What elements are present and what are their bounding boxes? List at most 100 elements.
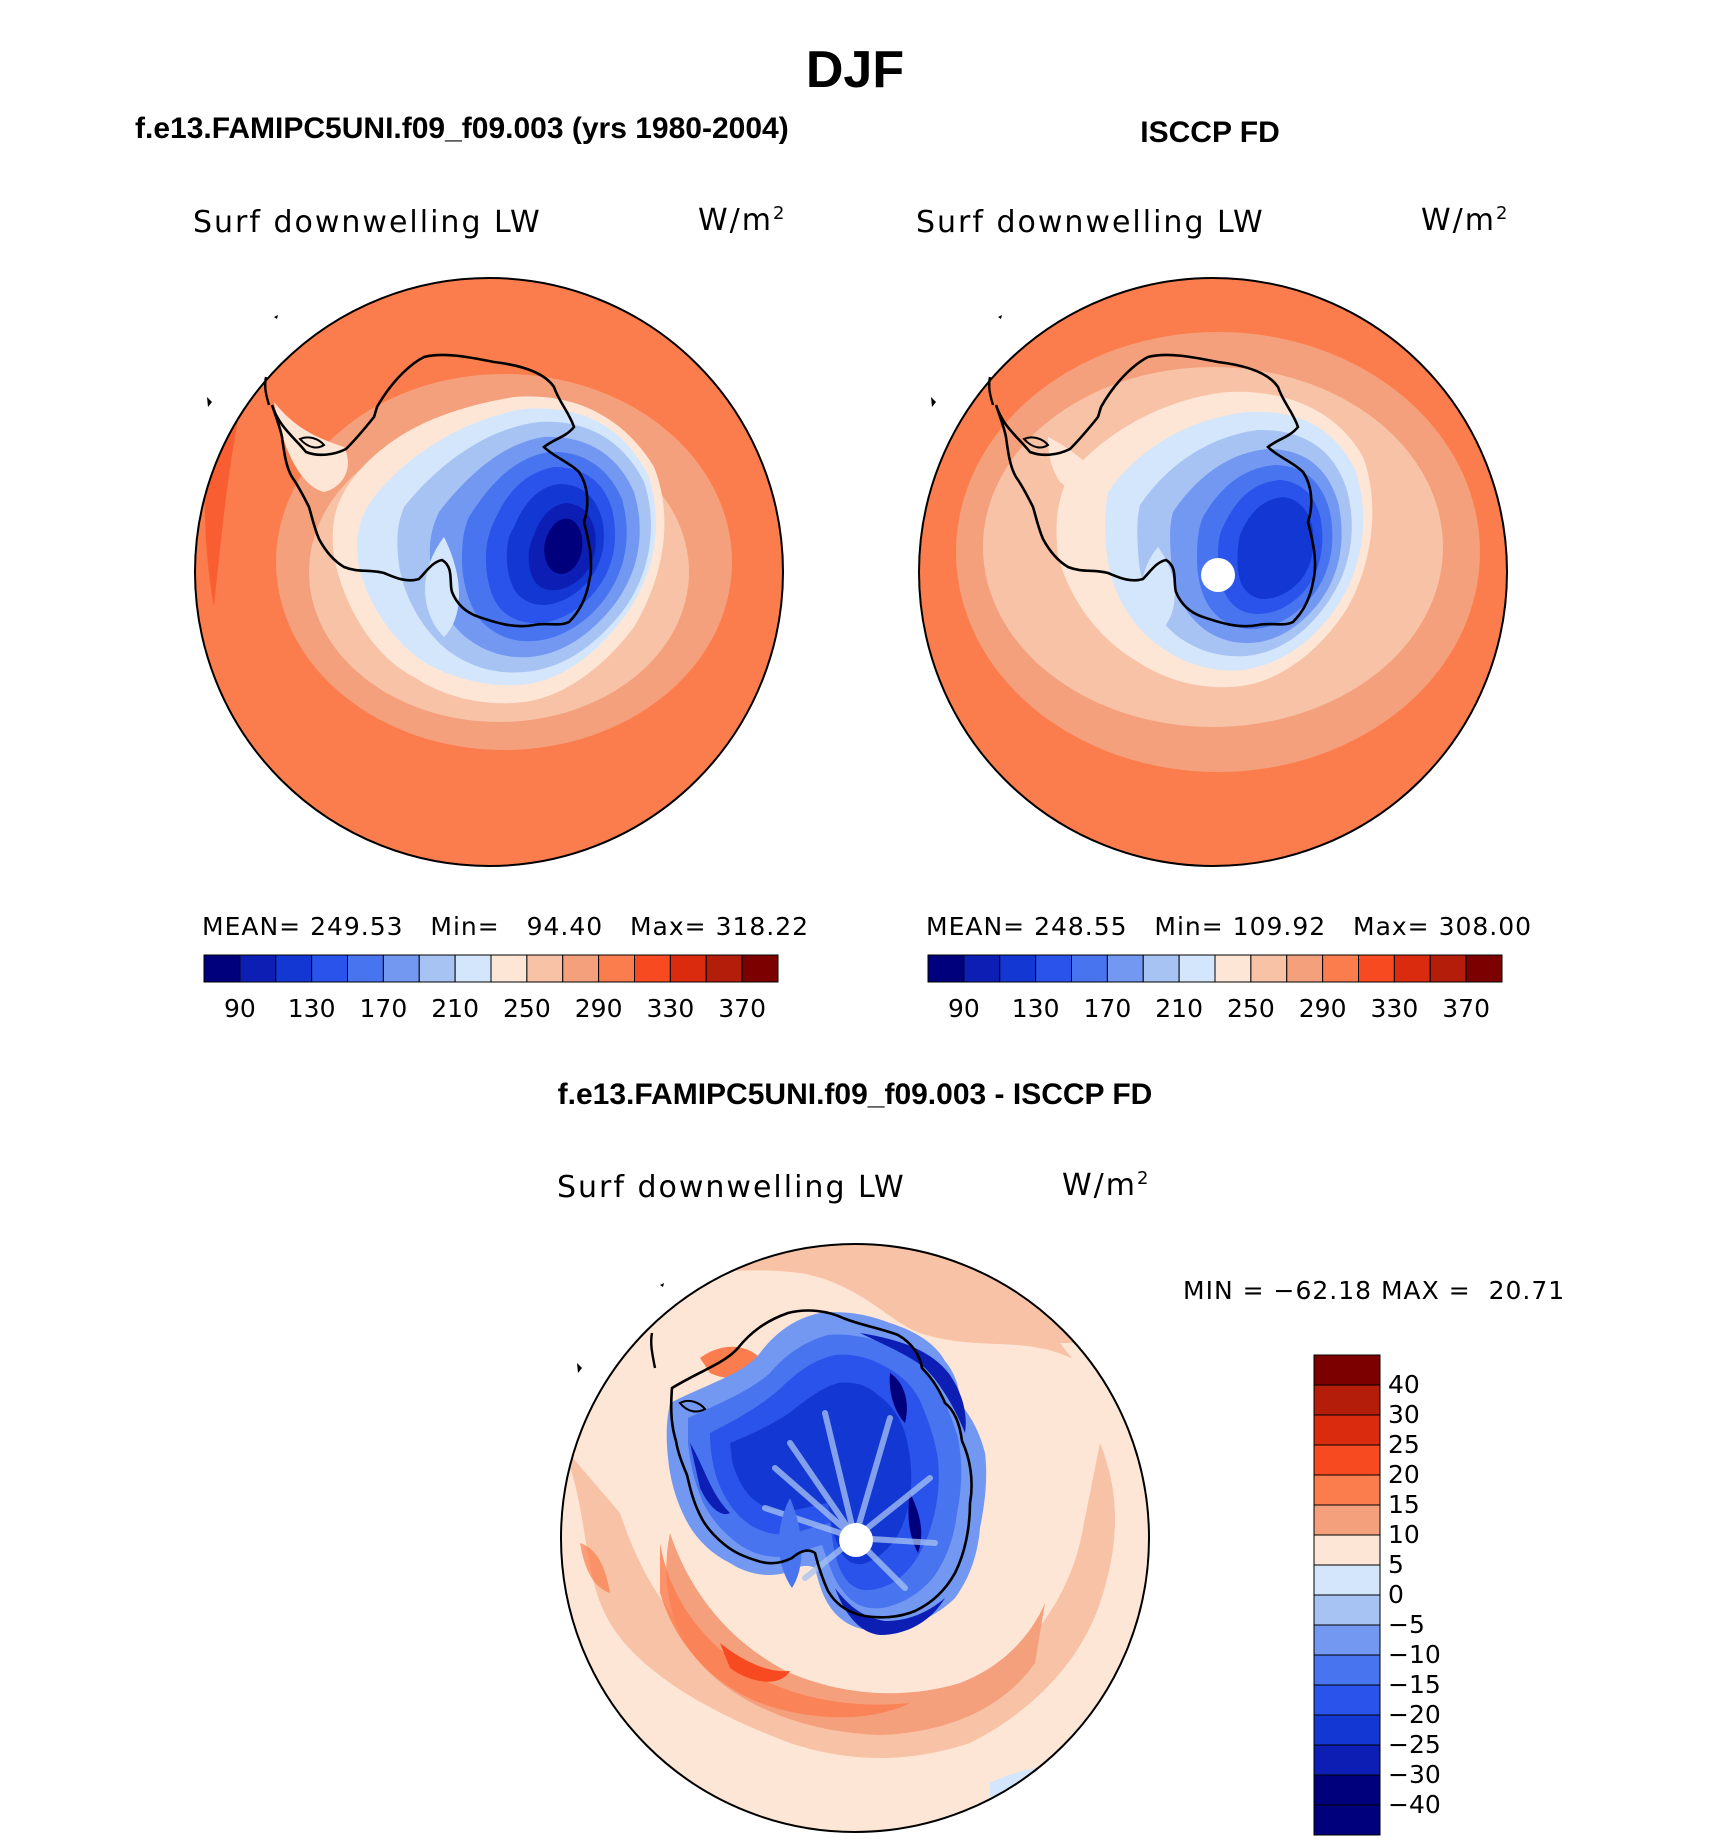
colorbar-tick-label: 130 [1011, 994, 1060, 1023]
colorbar-swatch [1313, 1474, 1381, 1506]
colorbar-tick-label: 30 [1388, 1400, 1420, 1429]
colorbar-tick-label: −40 [1388, 1790, 1441, 1819]
diff-units-label: W/m2 [1062, 1168, 1151, 1203]
colorbar-swatch [418, 954, 456, 983]
colorbar-swatch [1313, 1744, 1381, 1776]
colorbar-tick-label: −15 [1388, 1670, 1441, 1699]
colorbar-tick-label: −25 [1388, 1730, 1441, 1759]
colorbar-tick-label: 210 [431, 994, 479, 1023]
colorbar-swatch [963, 954, 1001, 983]
colorbar-swatch [1178, 954, 1216, 983]
model-variable-label: Surf downwelling LW [193, 205, 542, 240]
colorbar-swatch [1393, 954, 1431, 983]
diff-colorbar [1313, 1354, 1381, 1836]
colorbar-swatch [927, 954, 965, 983]
obs-colorbar-ticks: 90 130 170 210 250 290 330 370 [928, 994, 1502, 1024]
colorbar-swatch [454, 954, 492, 983]
colorbar-tick-label: 330 [646, 994, 695, 1023]
colorbar-swatch [705, 954, 743, 983]
colorbar-tick-label: −10 [1388, 1640, 1441, 1669]
diff-pole-hole [839, 1523, 873, 1557]
obs-pole-hole [1201, 558, 1235, 592]
colorbar-swatch [1250, 954, 1288, 983]
obs-panel-title: ISCCP FD [1140, 116, 1280, 149]
colorbar-swatch [598, 954, 635, 983]
colorbar-tick-label: 20 [1388, 1460, 1420, 1489]
colorbar-tick-label: 370 [1442, 994, 1490, 1023]
colorbar-swatch [1313, 1624, 1381, 1656]
colorbar-tick-label: 15 [1388, 1490, 1420, 1519]
colorbar-swatch [1313, 1444, 1381, 1476]
colorbar-swatch [1106, 954, 1144, 983]
colorbar-swatch [239, 954, 277, 983]
model-colorbar-ticks: 90 130 170 210 250 290 330 370 [204, 994, 778, 1024]
colorbar-swatch [1313, 1534, 1381, 1566]
colorbar-tick-label: 90 [223, 994, 256, 1023]
diff-colorbar-ticks: 40 30 25 20 15 10 5 0 −5 −10 −15 −20 −25 −30 −40 [1388, 1355, 1468, 1835]
colorbar-tick-label: 10 [1388, 1520, 1420, 1549]
colorbar-swatch [1313, 1414, 1381, 1446]
colorbar-tick-label: 330 [1370, 994, 1419, 1023]
colorbar-swatch [1035, 954, 1072, 983]
colorbar-swatch [1313, 1354, 1381, 1386]
colorbar-tick-label: −5 [1388, 1610, 1425, 1639]
colorbar-swatch [1313, 1654, 1381, 1686]
colorbar-swatch [1313, 1684, 1381, 1716]
colorbar-tick-label: 90 [947, 994, 980, 1023]
colorbar-swatch [562, 954, 600, 983]
colorbar-swatch [526, 954, 564, 983]
colorbar-swatch [1286, 954, 1324, 983]
colorbar-swatch [1429, 954, 1467, 983]
colorbar-swatch [1313, 1594, 1381, 1626]
colorbar-tick-label: 250 [503, 994, 551, 1023]
colorbar-tick-label: 130 [287, 994, 336, 1023]
colorbar-swatch [999, 954, 1037, 983]
colorbar-tick-label: 170 [359, 994, 408, 1023]
colorbar-tick-label: 40 [1388, 1370, 1420, 1399]
colorbar-tick-label: 210 [1155, 994, 1203, 1023]
colorbar-tick-label: 25 [1388, 1430, 1420, 1459]
colorbar-swatch [1313, 1384, 1381, 1416]
colorbar-swatch [1322, 954, 1359, 983]
colorbar-swatch [1142, 954, 1180, 983]
colorbar-swatch [1465, 954, 1503, 983]
colorbar-tick-label: 290 [1298, 994, 1347, 1023]
model-panel-title: f.e13.FAMIPC5UNI.f09_f09.003 (yrs 1980-2… [135, 112, 789, 145]
diff-minmax: MIN = −62.18 MAX = 20.71 [1183, 1276, 1566, 1305]
colorbar-swatch [490, 954, 528, 983]
colorbar-swatch [1313, 1774, 1381, 1806]
colorbar-tick-label: 0 [1388, 1580, 1404, 1609]
colorbar-swatch [1214, 954, 1252, 983]
colorbar-swatch [311, 954, 348, 983]
season-title: DJF [805, 41, 905, 99]
model-units-label: W/m2 [698, 203, 787, 238]
colorbar-swatch [1313, 1804, 1381, 1836]
colorbar-tick-label: 250 [1227, 994, 1275, 1023]
model-colorbar [203, 954, 779, 983]
model-polar-map [194, 277, 784, 867]
diff-polar-map [560, 1243, 1150, 1833]
colorbar-swatch [1071, 954, 1108, 983]
colorbar-tick-label: −20 [1388, 1700, 1441, 1729]
colorbar-swatch [634, 954, 671, 983]
obs-stats: MEAN= 248.55 Min= 109.92 Max= 308.00 [926, 912, 1533, 941]
obs-units-label: W/m2 [1421, 203, 1510, 238]
colorbar-swatch [347, 954, 384, 983]
obs-colorbar [927, 954, 1503, 983]
colorbar-swatch [1358, 954, 1395, 983]
obs-polar-map [918, 277, 1508, 867]
colorbar-tick-label: 5 [1388, 1550, 1404, 1579]
colorbar-swatch [741, 954, 779, 983]
colorbar-tick-label: 290 [574, 994, 623, 1023]
colorbar-tick-label: 170 [1083, 994, 1132, 1023]
colorbar-swatch [203, 954, 241, 983]
obs-variable-label: Surf downwelling LW [916, 205, 1265, 240]
colorbar-swatch [1313, 1714, 1381, 1746]
diff-panel-title: f.e13.FAMIPC5UNI.f09_f09.003 - ISCCP FD [557, 1078, 1153, 1111]
model-stats: MEAN= 249.53 Min= 94.40 Max= 318.22 [202, 912, 810, 941]
colorbar-swatch [382, 954, 420, 983]
colorbar-swatch [1313, 1564, 1381, 1596]
colorbar-swatch [1313, 1504, 1381, 1536]
colorbar-tick-label: −30 [1388, 1760, 1441, 1789]
colorbar-tick-label: 370 [718, 994, 766, 1023]
